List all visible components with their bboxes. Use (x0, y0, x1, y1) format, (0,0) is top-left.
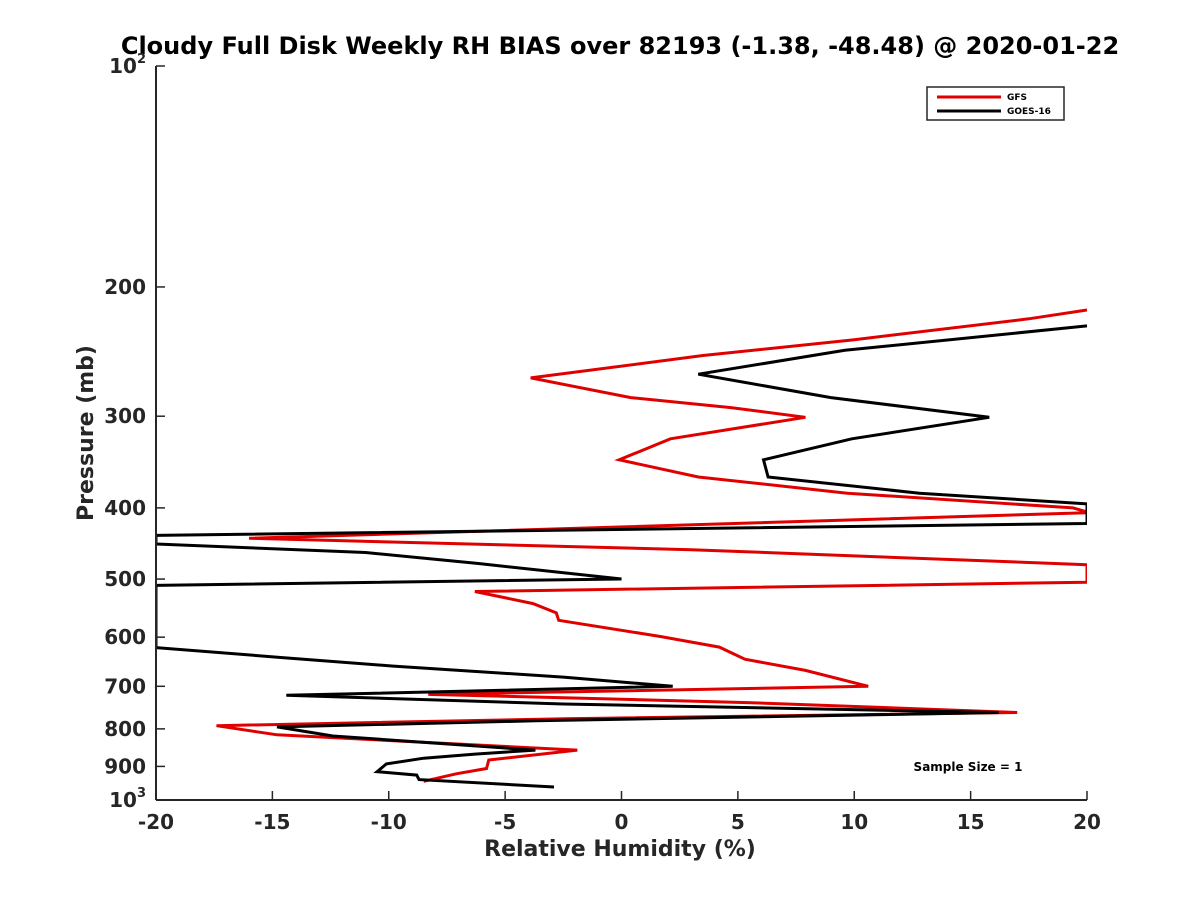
legend: GFS GOES-16 (926, 86, 1065, 121)
x-tick-label: 5 (731, 810, 745, 834)
y-tick-label: 800 (104, 717, 146, 741)
x-tick-label: 0 (615, 810, 629, 834)
y-tick-label: 600 (104, 625, 146, 649)
axes-layer: -20 -15 -10 -5 0 5 10 15 20102200300400500600700… (104, 52, 1101, 834)
legend-label-goes-16: GOES-16 (1007, 107, 1051, 117)
x-tick-label: 10 (840, 810, 868, 834)
x-tick-label: -20 (138, 810, 174, 834)
chart-title: Cloudy Full Disk Weekly RH BIAS over 821… (121, 32, 1119, 60)
y-tick-label: 500 (104, 567, 146, 591)
y-tick-label: 400 (104, 496, 146, 520)
y-tick-label: 700 (104, 674, 146, 698)
y-tick-exponent: 2 (137, 52, 146, 67)
series-line-gfs (216, 308, 1087, 783)
y-tick-exponent: 3 (137, 786, 146, 801)
plot-area (156, 66, 1087, 800)
x-tick-label: -5 (494, 810, 516, 834)
series-layer (156, 308, 1087, 789)
y-axis-label: Pressure (mb) (74, 345, 99, 521)
sample-size-annotation: Sample Size = 1 (914, 760, 1023, 774)
x-tick-label: -10 (371, 810, 407, 834)
y-tick-label: 200 (104, 275, 146, 299)
y-tick-label: 900 (104, 754, 146, 778)
legend-box (926, 86, 1065, 121)
x-tick-label: 15 (957, 810, 985, 834)
x-axis-label: Relative Humidity (%) (484, 837, 756, 862)
series-line-goes-16 (156, 324, 1087, 789)
x-tick-label: 20 (1073, 810, 1101, 834)
plot-background (156, 66, 1087, 800)
x-tick-label: -15 (254, 810, 290, 834)
legend-label-gfs: GFS (1007, 93, 1027, 103)
y-tick-label: 300 (104, 404, 146, 428)
